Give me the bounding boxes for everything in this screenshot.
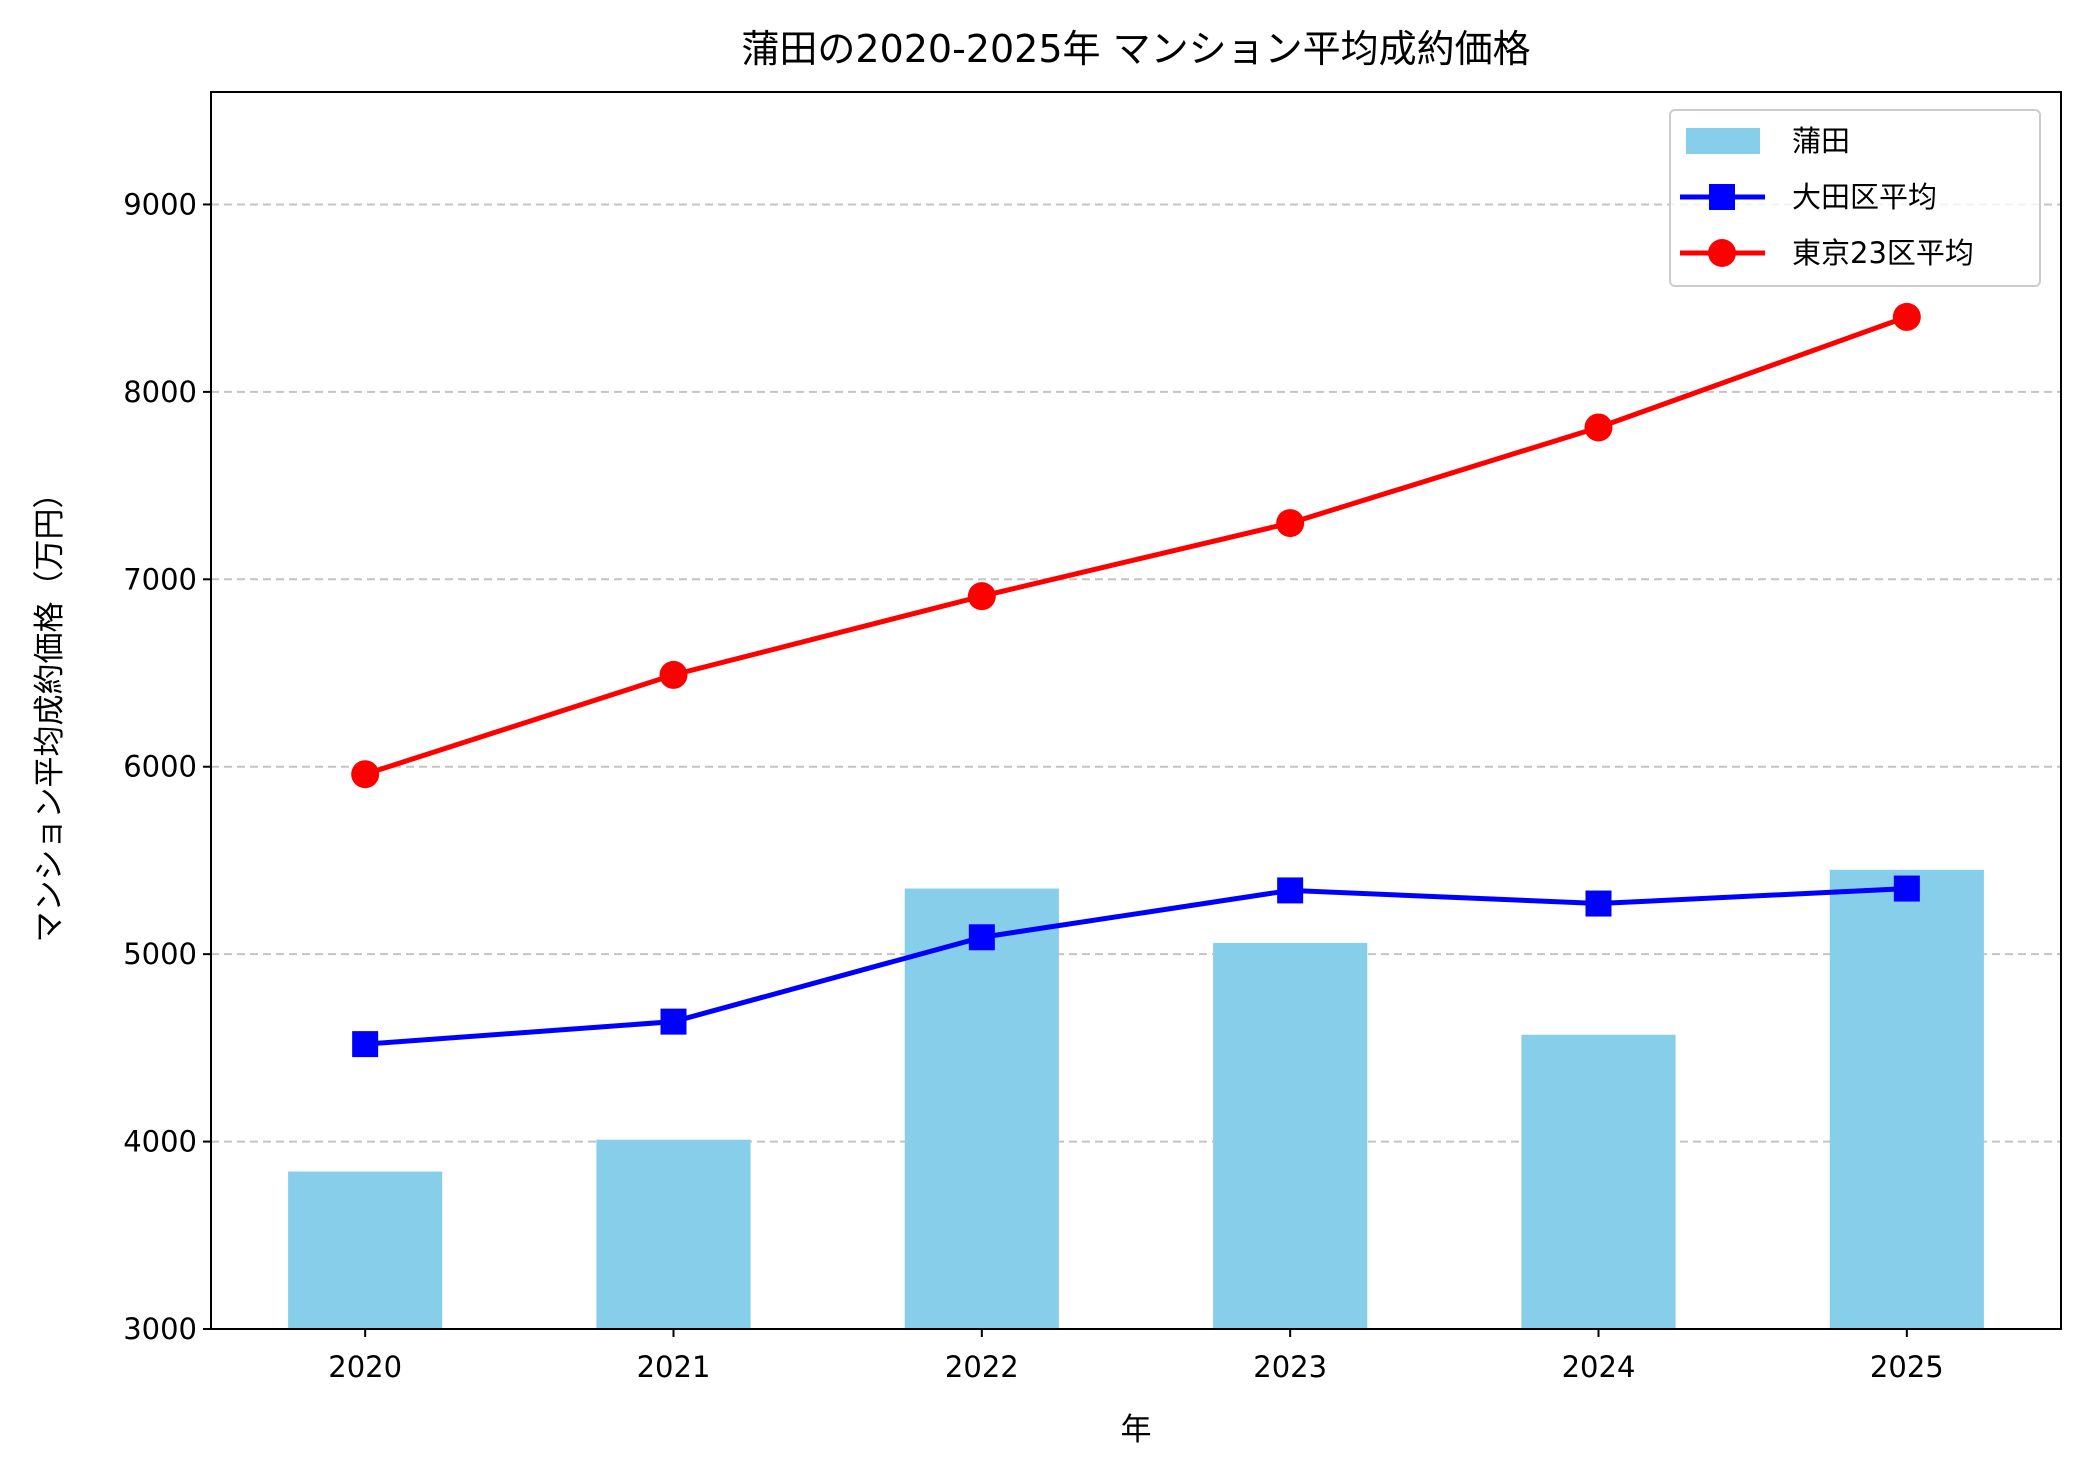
lines (351, 302, 1921, 1058)
data-point (1892, 302, 1921, 331)
data-point (352, 1031, 379, 1058)
x-tick-label: 2025 (1870, 1350, 1944, 1384)
legend-label: 蒲田 (1792, 124, 1850, 158)
y-tick-label: 8000 (123, 375, 197, 409)
data-point (1584, 413, 1613, 442)
legend-swatch (1686, 128, 1760, 154)
bar (1829, 869, 1984, 1329)
bar (1521, 1034, 1676, 1329)
bar (1213, 942, 1368, 1329)
data-point (1277, 877, 1304, 904)
bar (904, 888, 1059, 1329)
series-line (364, 314, 1908, 777)
x-tick-label: 2022 (945, 1350, 1019, 1384)
bar (596, 1139, 751, 1329)
gridlines (211, 203, 2061, 1143)
data-point (660, 1008, 687, 1035)
y-tick-label: 3000 (123, 1312, 197, 1346)
y-tick-label: 6000 (123, 750, 197, 784)
y-axis-ticks: 3000 4000 5000 6000 7000 8000 9000 (123, 187, 211, 1346)
x-tick-label: 2020 (328, 1350, 402, 1384)
chart-title: 蒲田の2020-2025年 マンション平均成約価格 (741, 27, 1530, 71)
legend-frame (1669, 109, 2041, 287)
data-point (351, 760, 380, 789)
y-axis-label: マンション平均成約価格（万円） (32, 478, 68, 943)
data-point (1276, 509, 1305, 538)
y-tick-label: 9000 (123, 187, 197, 221)
legend-label: 東京23区平均 (1792, 236, 1974, 270)
x-tick-label: 2023 (1253, 1350, 1327, 1384)
data-point (659, 660, 688, 689)
data-point (1893, 875, 1920, 902)
legend-label: 大田区平均 (1792, 180, 1937, 214)
x-axis-ticks: 2020 2021 2022 2023 2024 2025 (328, 1329, 1944, 1384)
bar (288, 1171, 443, 1329)
y-tick-label: 4000 (123, 1125, 197, 1159)
legend-marker (1709, 184, 1735, 210)
legend-marker (1708, 239, 1736, 267)
data-point (968, 924, 995, 951)
x-tick-label: 2024 (1562, 1350, 1636, 1384)
x-tick-label: 2021 (637, 1350, 711, 1384)
data-point (1585, 890, 1612, 917)
y-tick-label: 5000 (123, 937, 197, 971)
series-line (364, 886, 1907, 1047)
bars (288, 869, 1984, 1329)
data-point (967, 582, 996, 611)
y-tick-label: 7000 (123, 562, 197, 596)
x-axis-label: 年 (1121, 1412, 1152, 1448)
plot-frame (210, 91, 2062, 1330)
